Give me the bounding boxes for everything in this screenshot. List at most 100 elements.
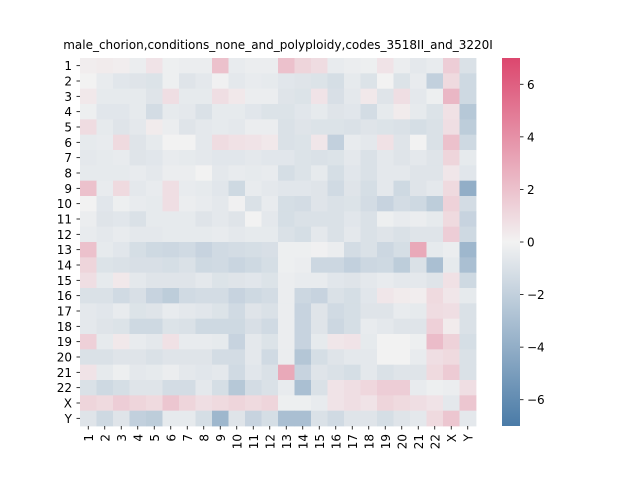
heatmap-cell	[96, 334, 114, 350]
heatmap-cell	[360, 242, 378, 258]
heatmap-cell	[327, 196, 345, 212]
heatmap-cell	[96, 380, 114, 396]
heatmap-cell	[459, 257, 477, 274]
heatmap-cell	[426, 334, 444, 350]
heatmap-cell	[179, 349, 196, 366]
heatmap-cell	[146, 364, 163, 381]
heatmap-cell	[195, 364, 213, 381]
heatmap-cell	[327, 395, 345, 412]
heatmap-cell	[228, 119, 246, 136]
heatmap-cell	[459, 242, 477, 258]
heatmap-cell	[426, 180, 444, 197]
y-tick-label: 20	[57, 351, 72, 365]
heatmap-cell	[410, 364, 427, 381]
heatmap-cell	[129, 226, 147, 243]
heatmap-cell	[96, 303, 114, 320]
heatmap-cell	[245, 119, 262, 136]
heatmap-cell	[179, 318, 196, 335]
heatmap-cell	[360, 303, 378, 320]
heatmap-cell	[393, 318, 411, 335]
heatmap-cell	[228, 288, 246, 304]
heatmap-cell	[228, 257, 246, 274]
heatmap-cell	[146, 242, 163, 258]
heatmap-cell	[344, 119, 361, 136]
heatmap-cell	[228, 242, 246, 258]
heatmap-cell	[344, 104, 361, 120]
heatmap-cell	[80, 334, 97, 350]
heatmap-cell	[113, 104, 130, 120]
heatmap-cell	[426, 150, 444, 166]
heatmap-cell	[212, 288, 229, 304]
heatmap-cell	[459, 226, 477, 243]
heatmap-cell	[426, 134, 444, 151]
heatmap-cell	[129, 380, 147, 396]
heatmap-cell	[426, 410, 444, 427]
colorbar-tick-label: 0	[527, 236, 535, 250]
heatmap-cell	[113, 88, 130, 105]
heatmap-cell	[113, 180, 130, 197]
heatmap-cell	[179, 150, 196, 166]
heatmap-cell	[162, 226, 180, 243]
heatmap-cell	[459, 288, 477, 304]
heatmap-cell	[195, 196, 213, 212]
heatmap-cell	[311, 395, 328, 412]
heatmap-cell	[311, 410, 328, 427]
heatmap-cell	[179, 165, 196, 182]
heatmap-cell	[410, 104, 427, 120]
heatmap-cell	[278, 196, 295, 212]
heatmap-cell	[113, 257, 130, 274]
heatmap-cell	[360, 150, 378, 166]
heatmap-cell	[327, 380, 345, 396]
heatmap-cell	[393, 88, 411, 105]
heatmap-cell	[96, 88, 114, 105]
y-tick-label: 16	[57, 289, 72, 303]
heatmap-cell	[344, 180, 361, 197]
heatmap-cell	[113, 134, 130, 151]
heatmap-cell	[443, 211, 460, 228]
heatmap-cell	[327, 88, 345, 105]
heatmap-cell	[96, 119, 114, 136]
heatmap-cell	[344, 58, 361, 74]
heatmap-cell	[195, 242, 213, 258]
heatmap-cell	[410, 288, 427, 304]
heatmap-cell	[195, 211, 213, 228]
heatmap-cell	[443, 364, 460, 381]
heatmap-cell	[261, 196, 279, 212]
heatmap-cell	[245, 303, 262, 320]
heatmap-cell	[278, 395, 295, 412]
heatmap-cell	[195, 303, 213, 320]
heatmap-cell	[327, 410, 345, 427]
heatmap-cell	[278, 380, 295, 396]
heatmap-cell	[360, 180, 378, 197]
heatmap-cell	[96, 318, 114, 335]
heatmap-cell	[195, 288, 213, 304]
heatmap-cell	[113, 226, 130, 243]
heatmap-cell	[360, 395, 378, 412]
heatmap-cell	[146, 272, 163, 289]
colorbar-tick-label: 4	[527, 130, 535, 144]
heatmap-cell	[80, 349, 97, 366]
heatmap-cell	[294, 104, 312, 120]
heatmap-cell	[261, 58, 279, 74]
heatmap-cell	[443, 349, 460, 366]
heatmap-cell	[311, 211, 328, 228]
heatmap-cell	[162, 88, 180, 105]
heatmap-cell	[179, 58, 196, 74]
heatmap-cell	[162, 288, 180, 304]
heatmap-cell	[393, 395, 411, 412]
x-tick-label: 8	[197, 434, 211, 442]
heatmap-cell	[195, 180, 213, 197]
heatmap-cell	[212, 257, 229, 274]
heatmap-cell	[311, 303, 328, 320]
heatmap-cell	[360, 226, 378, 243]
heatmap-cell	[228, 272, 246, 289]
heatmap-cell	[327, 180, 345, 197]
heatmap-cell	[344, 410, 361, 427]
colorbar-tick-label: 6	[527, 78, 535, 92]
heatmap-cell	[377, 364, 394, 381]
heatmap-cell	[261, 104, 279, 120]
heatmap-cell	[228, 165, 246, 182]
heatmap-cell	[146, 88, 163, 105]
y-tick-label: 10	[57, 197, 72, 211]
